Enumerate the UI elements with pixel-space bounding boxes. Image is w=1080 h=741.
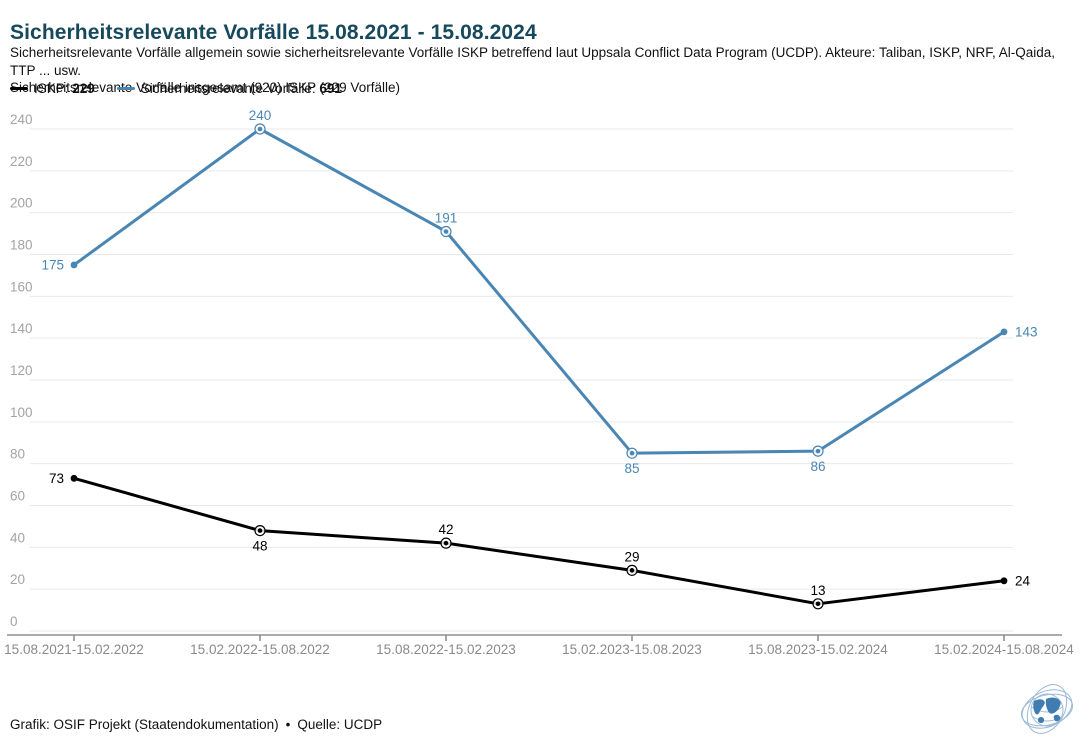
svg-text:140: 140 (10, 321, 33, 336)
svg-text:15.02.2024-15.08.2024: 15.02.2024-15.08.2024 (934, 642, 1074, 657)
legend-swatch-iskp (10, 87, 28, 90)
chart-svg: 0 20 40 60 80 100 120 140 160 180 200 220 240 15.08.2… (4, 108, 1074, 657)
subtitle-line-2: Sicherheitsrelevante Vorfälle insgesamt … (10, 80, 400, 95)
svg-text:0: 0 (10, 614, 18, 629)
svg-text:175: 175 (41, 257, 64, 272)
page-title: Sicherheitsrelevante Vorfälle 15.08.2021… (10, 21, 537, 45)
osif-globe-logo (1021, 684, 1073, 734)
chart-subtitle: Sicherheitsrelevante Vorfälle allgemein … (10, 44, 1072, 97)
svg-text:85: 85 (624, 461, 639, 476)
svg-text:13: 13 (810, 583, 825, 598)
svg-text:15.08.2023-15.02.2024: 15.08.2023-15.02.2024 (748, 642, 888, 657)
svg-text:73: 73 (49, 471, 64, 486)
svg-text:40: 40 (10, 530, 25, 545)
svg-text:220: 220 (10, 154, 33, 169)
svg-text:15.08.2022-15.02.2023: 15.08.2022-15.02.2023 (376, 642, 516, 657)
footer-grafik: Grafik: OSIF Projekt (Staatendokumentati… (10, 717, 279, 732)
subtitle-line-1: Sicherheitsrelevante Vorfälle allgemein … (10, 45, 1056, 78)
svg-text:100: 100 (10, 405, 33, 420)
chart-legend: ISKP: 229 Sicherheitsrelevante Vorfälle:… (10, 81, 342, 96)
svg-text:20: 20 (10, 572, 25, 587)
legend-item-vorfaelle: Sicherheitsrelevante Vorfälle: 691 (116, 81, 342, 96)
svg-text:240: 240 (249, 108, 272, 123)
svg-text:15.02.2022-15.08.2022: 15.02.2022-15.08.2022 (190, 642, 330, 657)
footer-quelle: Quelle: UCDP (297, 717, 383, 732)
chart-footer: Grafik: OSIF Projekt (Staatendokumentati… (10, 717, 382, 732)
legend-label: ISKP: 229 (34, 81, 95, 96)
svg-text:86: 86 (810, 459, 825, 474)
svg-text:24: 24 (1015, 573, 1031, 588)
svg-text:191: 191 (435, 210, 458, 225)
svg-text:15.08.2021-15.02.2022: 15.08.2021-15.02.2022 (4, 642, 144, 657)
svg-text:29: 29 (624, 549, 639, 564)
svg-text:200: 200 (10, 196, 33, 211)
svg-text:48: 48 (252, 539, 267, 554)
legend-swatch-vorfaelle (116, 87, 135, 90)
svg-text:240: 240 (10, 112, 33, 127)
legend-item-iskp: ISKP: 229 (10, 81, 95, 96)
line-chart: 0 20 40 60 80 100 120 140 160 180 200 220 240 15.08.2… (0, 100, 1080, 675)
legend-label: Sicherheitsrelevante Vorfälle: 691 (140, 81, 342, 96)
svg-text:80: 80 (10, 447, 25, 462)
svg-text:180: 180 (10, 238, 33, 253)
svg-text:160: 160 (10, 279, 33, 294)
svg-text:42: 42 (438, 522, 453, 537)
svg-text:15.02.2023-15.08.2023: 15.02.2023-15.08.2023 (562, 642, 702, 657)
footer-separator: • (285, 717, 291, 732)
svg-text:120: 120 (10, 363, 33, 378)
svg-text:143: 143 (1015, 324, 1038, 339)
svg-text:60: 60 (10, 489, 25, 504)
